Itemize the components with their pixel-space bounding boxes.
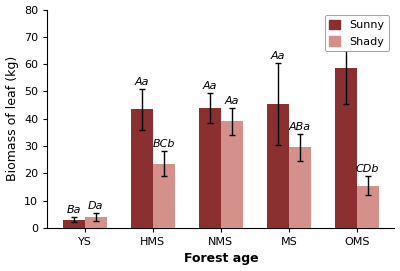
Text: Aa: Aa — [339, 21, 353, 31]
Text: CDb: CDb — [356, 164, 380, 174]
X-axis label: Forest age: Forest age — [184, 253, 258, 265]
Bar — [221, 121, 243, 228]
Legend: Sunny, Shady: Sunny, Shady — [325, 15, 389, 51]
Bar — [85, 217, 106, 228]
Text: Aa: Aa — [271, 51, 285, 61]
Bar — [357, 186, 379, 228]
Text: Aa: Aa — [203, 80, 217, 91]
Bar — [289, 147, 311, 228]
Text: ABa: ABa — [289, 121, 311, 131]
Text: Aa: Aa — [224, 96, 239, 106]
Bar — [267, 104, 289, 228]
Text: Ba: Ba — [67, 205, 81, 215]
Bar — [131, 109, 153, 228]
Y-axis label: Biomass of leaf (kg): Biomass of leaf (kg) — [6, 56, 18, 181]
Bar — [153, 164, 174, 228]
Text: Da: Da — [88, 201, 104, 211]
Text: BCb: BCb — [152, 139, 175, 149]
Text: Aa: Aa — [135, 76, 149, 86]
Bar — [335, 68, 357, 228]
Bar — [199, 108, 221, 228]
Bar — [63, 220, 85, 228]
